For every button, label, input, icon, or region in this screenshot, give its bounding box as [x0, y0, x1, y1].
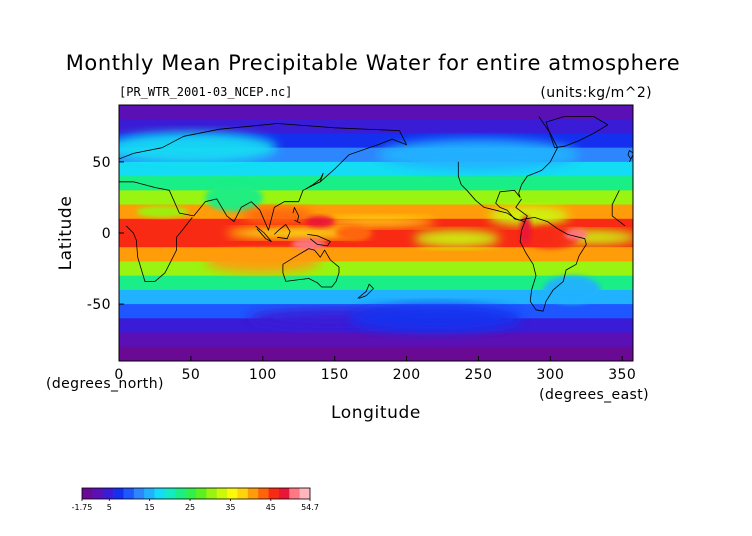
lat-band — [119, 176, 633, 191]
lat-band — [119, 105, 633, 120]
moisture-anomaly — [413, 230, 501, 248]
x-unit-label: (degrees_east) — [539, 387, 649, 403]
colorbar-tick-label: 35 — [225, 503, 235, 512]
y-tick-label: 0 — [102, 226, 111, 242]
precipitable-water-field — [119, 105, 633, 361]
x-tick-label: 200 — [393, 367, 421, 383]
colorbar-swatch — [196, 488, 207, 499]
x-tick-label: 300 — [536, 367, 564, 383]
colorbar-swatch — [237, 488, 249, 499]
moisture-anomaly — [291, 238, 327, 251]
moisture-anomaly — [564, 228, 588, 241]
colorbar-tick-label: 54.7 — [301, 503, 319, 512]
colorbar-swatch — [268, 488, 280, 499]
colorbar-swatch — [113, 488, 124, 499]
coastline — [457, 161, 525, 222]
colorbar-tick-label: 5 — [107, 503, 112, 512]
colorbar-tick-labels: -1.75 5 15 25 35 45 54.7 — [72, 499, 319, 512]
x-tick-label: 250 — [464, 367, 492, 383]
moisture-anomaly — [377, 139, 580, 171]
coastline — [119, 123, 407, 202]
moisture-anomaly — [205, 250, 321, 273]
colorbar-swatch — [185, 488, 197, 499]
colorbar-swatch — [206, 488, 218, 499]
moisture-anomaly — [119, 132, 278, 164]
colorbar-swatch — [216, 488, 228, 499]
units-label: (units:kg/m^2) — [540, 85, 652, 101]
x-axis-title: Longitude — [331, 403, 421, 423]
coastline — [125, 190, 626, 282]
lat-band — [119, 346, 633, 361]
moisture-anomaly — [336, 225, 371, 241]
moisture-anomaly — [241, 207, 314, 225]
moisture-anomaly — [520, 215, 532, 245]
x-tick-label: 0 — [114, 367, 123, 383]
y-tick-label: -50 — [87, 297, 111, 313]
colorbar-swatch — [102, 488, 114, 499]
y-tick-label: 50 — [92, 155, 111, 171]
colorbar-swatch — [299, 488, 311, 499]
lat-band — [119, 275, 633, 291]
x-axis-ticks: 0 50 100 150 200 250 300 350 — [114, 356, 636, 383]
lat-band — [119, 261, 633, 277]
colorbar-swatch — [133, 488, 145, 499]
x-tick-label: 350 — [608, 367, 636, 383]
coastline — [305, 172, 324, 190]
lat-band — [119, 119, 633, 135]
lat-band — [119, 289, 633, 305]
y-unit-label: (degrees_north) — [46, 376, 164, 392]
colorbar-swatch — [258, 488, 269, 499]
colorbar-swatch — [92, 488, 104, 499]
coastline — [519, 217, 587, 312]
x-tick-label: 50 — [182, 367, 201, 383]
moisture-anomaly — [488, 205, 570, 226]
colorbar-swatch — [82, 488, 93, 499]
moisture-anomaly — [543, 275, 601, 305]
lat-band — [119, 332, 633, 348]
coastline — [627, 150, 633, 163]
moisture-anomaly — [349, 304, 522, 333]
colorbar-swatch — [144, 488, 155, 499]
coastline — [274, 224, 291, 240]
colorbar — [81, 487, 311, 500]
colorbar-tick-label: -1.75 — [72, 503, 93, 512]
coastline — [357, 283, 374, 299]
coastline-overlay — [119, 116, 633, 312]
chart-title: Monthly Mean Precipitable Water for enti… — [66, 51, 681, 75]
colorbar-tick-label: 15 — [145, 503, 155, 512]
colorbar-tick-label: 45 — [266, 503, 276, 512]
coastline — [495, 116, 558, 221]
coastline — [292, 207, 301, 224]
moisture-anomaly — [136, 205, 189, 218]
colorbar-tick-label: 25 — [185, 503, 195, 512]
x-tick-label: 150 — [321, 367, 349, 383]
coastline — [119, 181, 299, 231]
colorbar-frame — [81, 487, 311, 500]
colorbar-swatch — [278, 488, 290, 499]
coastline — [545, 116, 609, 149]
x-tick-label: 100 — [249, 367, 277, 383]
coastline — [307, 234, 331, 247]
y-axis-ticks: 50 0 -50 — [87, 155, 124, 313]
colorbar-swatch — [247, 488, 259, 499]
moisture-anomaly — [320, 215, 436, 228]
colorbar-swatch — [289, 488, 300, 499]
y-axis-title: Latitude — [56, 196, 76, 271]
source-file-label: [PR_WTR_2001-03_NCEP.nc] — [119, 85, 292, 99]
colorbar-swatch — [175, 488, 186, 499]
moisture-anomaly — [205, 183, 263, 212]
colorbar-swatch — [123, 488, 135, 499]
colorbar-swatch — [154, 488, 166, 499]
coastline — [282, 248, 340, 288]
moisture-anomaly — [521, 225, 580, 249]
colorbar-swatch — [164, 488, 176, 499]
coastline — [255, 225, 272, 242]
lat-band — [119, 247, 633, 263]
colorbar-swatch — [227, 488, 238, 499]
moisture-anomaly — [305, 215, 335, 228]
lat-band — [119, 190, 633, 206]
